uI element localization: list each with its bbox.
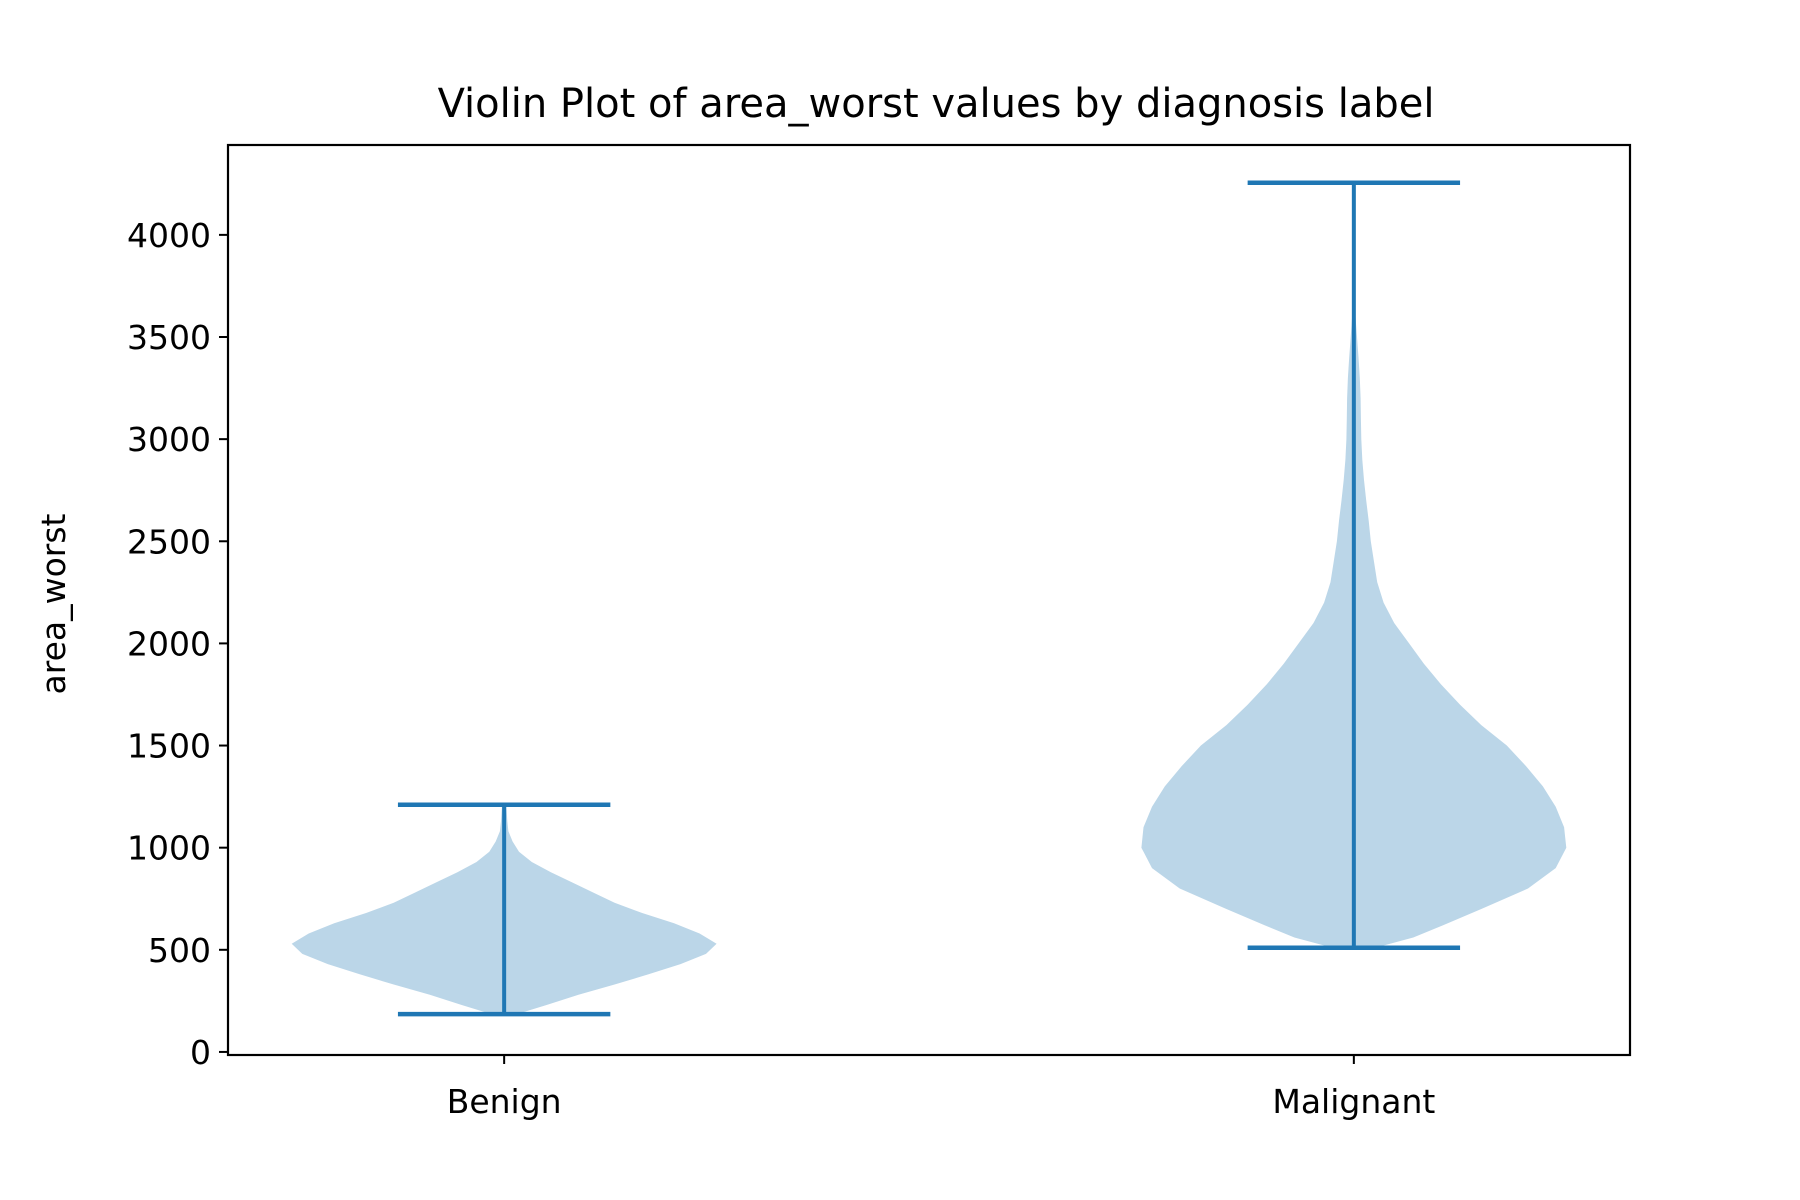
- x-axis: Benign Malignant: [447, 1055, 1435, 1121]
- y-tick-label: 0: [190, 1033, 211, 1072]
- y-tick-label: 4000: [127, 216, 211, 255]
- chart-title: Violin Plot of area_worst values by diag…: [438, 81, 1435, 127]
- y-tick-label: 3000: [127, 420, 211, 459]
- y-tick-label: 500: [148, 931, 211, 970]
- x-tick-label: Benign: [447, 1082, 562, 1121]
- y-tick-label: 2000: [127, 624, 211, 663]
- y-tick-label: 1500: [127, 727, 211, 766]
- y-tick-label: 1000: [127, 829, 211, 868]
- y-axis-label: area_worst: [34, 513, 73, 694]
- y-tick-label: 3500: [127, 318, 211, 357]
- plot-area-frame: [226, 143, 1632, 1057]
- violins-layer: [291, 180, 1567, 1017]
- y-axis: 0 500 1000 1500 2000 2500 3000 3500 4000: [127, 216, 228, 1072]
- y-tick-label: 2500: [127, 522, 211, 561]
- x-tick-label: Malignant: [1272, 1082, 1435, 1121]
